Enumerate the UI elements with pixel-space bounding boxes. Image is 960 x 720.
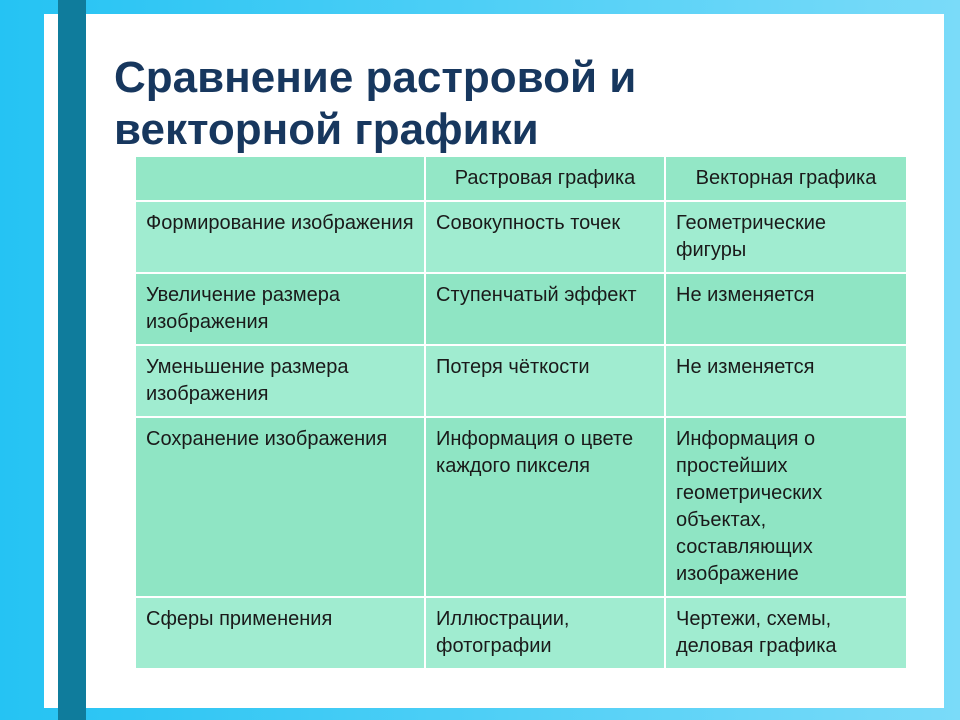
cell-raster: Ступенчатый эффект (425, 273, 665, 345)
row-label: Уменьшение размера изображения (135, 345, 425, 417)
cell-raster: Потеря чёткости (425, 345, 665, 417)
table-row: Уменьшение размера изображения Потеря чё… (135, 345, 907, 417)
cell-raster: Иллюстрации, фотографии (425, 597, 665, 669)
table-row: Сферы применения Иллюстрации, фотографии… (135, 597, 907, 669)
cell-vector: Геометрические фигуры (665, 201, 907, 273)
table-row: Увеличение размера изображения Ступенчат… (135, 273, 907, 345)
cell-vector: Не изменяется (665, 273, 907, 345)
row-label: Сферы применения (135, 597, 425, 669)
slide-title: Сравнение растровой и векторной графики (114, 52, 874, 156)
table-header-row: Растровая графика Векторная графика (135, 156, 907, 201)
row-label: Формирование изображения (135, 201, 425, 273)
accent-vertical-bar (58, 0, 86, 720)
row-label: Увеличение размера изображения (135, 273, 425, 345)
cell-vector: Информация о простейших геометрических о… (665, 417, 907, 597)
cell-raster: Совокупность точек (425, 201, 665, 273)
cell-vector: Не изменяется (665, 345, 907, 417)
comparison-table-wrap: Растровая графика Векторная графика Форм… (134, 155, 906, 670)
cell-vector: Чертежи, схемы, деловая графика (665, 597, 907, 669)
cell-raster: Информация о цвете каждого пикселя (425, 417, 665, 597)
table-header-vector: Векторная графика (665, 156, 907, 201)
table-row: Сохранение изображения Информация о цвет… (135, 417, 907, 597)
table-header-raster: Растровая графика (425, 156, 665, 201)
slide: Сравнение растровой и векторной графики … (0, 0, 960, 720)
table-header-empty (135, 156, 425, 201)
table-row: Формирование изображения Совокупность то… (135, 201, 907, 273)
row-label: Сохранение изображения (135, 417, 425, 597)
comparison-table: Растровая графика Векторная графика Форм… (134, 155, 908, 670)
